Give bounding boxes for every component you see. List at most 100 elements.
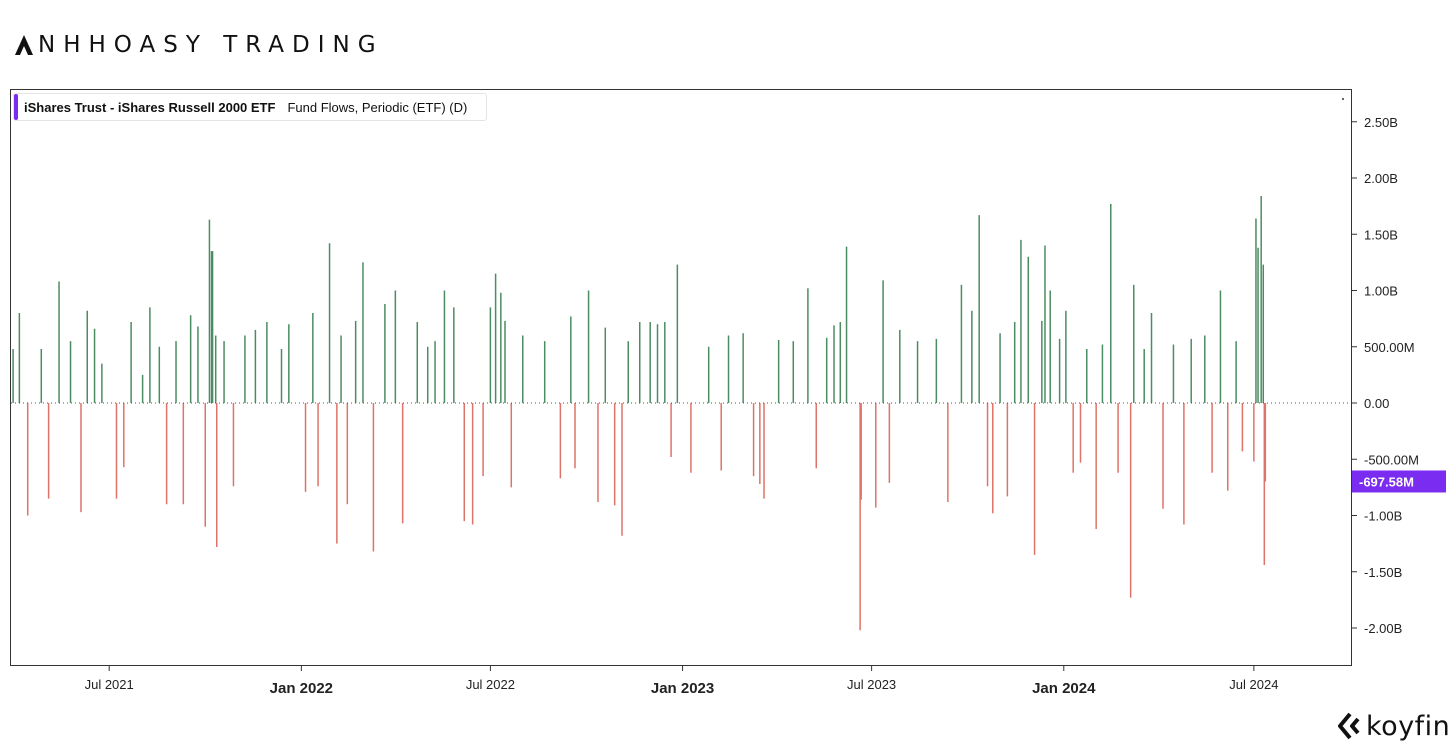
flow-bar <box>792 341 795 404</box>
flow-bar <box>875 403 877 508</box>
flow-bar <box>845 246 848 404</box>
flow-bar <box>18 313 21 403</box>
flow-bar <box>328 243 331 403</box>
flow-bar <box>597 403 599 502</box>
flow-bar <box>1041 320 1043 404</box>
y-tick-label: 2.00B <box>1364 171 1398 186</box>
flow-bar <box>759 403 761 484</box>
flow-bar <box>888 403 891 483</box>
flow-bar <box>280 349 283 403</box>
flow-bar <box>860 403 862 500</box>
last-value-badge-bg <box>1352 470 1446 493</box>
flow-bar <box>664 322 666 403</box>
flow-bar <box>312 313 314 403</box>
flow-bar <box>1044 245 1046 403</box>
chart-menu-dot[interactable] <box>1342 98 1344 100</box>
flow-bar <box>384 304 386 403</box>
brand-header: NHHOASY TRADING <box>14 30 384 60</box>
legend-title: iShares Trust - iShares Russell 2000 ETF <box>24 99 276 115</box>
flow-bar <box>500 292 502 403</box>
flow-bar <box>815 403 817 469</box>
triangle-logo-icon <box>15 35 33 55</box>
y-axis: 2.50B 2.00B 1.50B 1.00B 500.00M 0.00 -500.00M -… <box>1352 115 1419 636</box>
y-tick-label: -1.00B <box>1364 509 1402 524</box>
x-tick-label: Jul 2024 <box>1229 677 1278 692</box>
y-tick-label: 1.00B <box>1364 284 1398 299</box>
x-tick-label: Jan 2024 <box>1032 680 1096 697</box>
flow-bar <box>656 324 659 403</box>
flow-bar <box>1255 218 1257 403</box>
flow-bar <box>1235 341 1237 404</box>
y-tick-label: -1.50B <box>1364 565 1402 580</box>
koyfin-wordmark: koyfin <box>1366 710 1451 742</box>
flow-bar <box>182 403 185 505</box>
y-tick-label: -2.00B <box>1364 621 1402 636</box>
flow-bar <box>999 333 1001 403</box>
y-tick-label: 1.50B <box>1364 227 1398 242</box>
y-tick-label: -500.00M <box>1364 452 1419 467</box>
flow-bar <box>882 280 884 404</box>
flow-bar <box>1027 256 1030 403</box>
flow-bar <box>1211 403 1213 473</box>
flow-bar <box>372 403 375 552</box>
flow-bar <box>434 341 436 404</box>
flow-bar <box>825 337 828 403</box>
flow-bar <box>559 403 562 479</box>
flow-bar <box>1110 203 1112 404</box>
flow-bar <box>189 315 192 403</box>
flow-bar <box>1257 247 1259 403</box>
flow-bar <box>494 273 497 404</box>
y-tick-label: 500.00M <box>1364 340 1415 355</box>
y-tick-label: 0.00 <box>1364 396 1389 411</box>
x-tick-label: Jul 2023 <box>847 677 896 692</box>
flow-bar <box>777 340 780 403</box>
flow-bar <box>1241 403 1244 452</box>
flow-bar <box>604 327 607 404</box>
flow-bar <box>720 403 722 471</box>
flow-bar <box>130 322 132 403</box>
flow-bar <box>1129 403 1132 598</box>
flow-bar <box>211 251 214 404</box>
flow-bar <box>992 403 994 514</box>
flow-bar <box>763 403 765 499</box>
flow-bar <box>1086 349 1088 403</box>
flow-bar <box>833 325 835 404</box>
flow-bar <box>12 349 14 403</box>
flow-bar <box>340 335 342 403</box>
flow-bar <box>1020 239 1022 404</box>
flow-bar <box>649 322 651 403</box>
flow-bar <box>504 320 506 404</box>
flow-bar <box>210 251 213 404</box>
flow-bar <box>1183 403 1185 525</box>
flow-bar <box>1049 290 1051 403</box>
flow-bar <box>58 281 60 403</box>
flow-bar <box>471 403 474 525</box>
flow-bar <box>80 403 82 513</box>
flow-bar <box>570 316 572 404</box>
flow-bar <box>839 322 842 403</box>
flow-bar <box>1072 403 1074 473</box>
flow-bar <box>947 403 949 502</box>
flow-bar <box>69 341 72 404</box>
x-tick-label: Jan 2023 <box>651 680 714 697</box>
x-tick-label: Jul 2022 <box>466 677 515 692</box>
flow-bar <box>165 403 168 505</box>
flow-bar <box>1260 196 1262 403</box>
flow-bar <box>522 335 524 403</box>
flow-bar <box>47 403 50 499</box>
flow-bar <box>587 290 590 403</box>
flow-bar <box>336 403 338 544</box>
flow-bar <box>175 341 177 404</box>
chart-legend[interactable]: iShares Trust - iShares Russell 2000 ETF… <box>13 93 487 121</box>
flow-bar <box>463 403 466 522</box>
flow-bar <box>1227 403 1229 491</box>
flow-bar <box>1058 338 1061 404</box>
koyfin-watermark: koyfin <box>1336 708 1450 744</box>
flow-bar <box>613 403 616 506</box>
flow-bar <box>158 346 161 403</box>
flow-bar <box>443 290 446 403</box>
brand-name: NHHOASY TRADING <box>38 32 384 58</box>
flow-bar <box>482 403 484 477</box>
flow-bar <box>627 341 630 404</box>
